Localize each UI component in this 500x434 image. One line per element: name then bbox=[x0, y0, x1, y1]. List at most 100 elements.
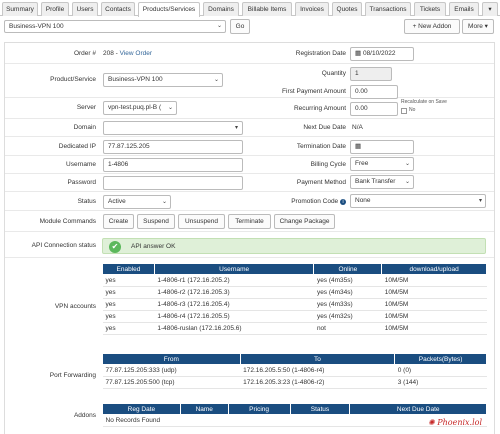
tab-profile[interactable]: Profile bbox=[41, 2, 69, 16]
termination-date-input[interactable]: ▦ bbox=[350, 140, 414, 154]
cell-online: yes (4m32s) bbox=[313, 310, 382, 323]
chevron-down-icon: ⌄ bbox=[161, 199, 167, 205]
billing-cycle-select[interactable]: Free ⌄ bbox=[350, 157, 414, 171]
promotion-code-select[interactable]: None ▾ bbox=[350, 194, 486, 208]
tab-emails[interactable]: Emails bbox=[449, 2, 479, 16]
dedicated-ip-label: Dedicated IP bbox=[58, 143, 96, 150]
caret-down-icon: ▾ bbox=[484, 23, 488, 30]
first-payment-input[interactable]: 0.00 bbox=[350, 85, 398, 99]
divider bbox=[5, 97, 494, 98]
api-status-message: API answer OK bbox=[131, 243, 176, 250]
recurring-amount-input[interactable]: 0.00 bbox=[350, 102, 398, 116]
new-addon-button[interactable]: + New Addon bbox=[404, 19, 460, 34]
product-switch-select[interactable]: Business-VPN 100 ⌄ bbox=[4, 20, 226, 33]
addons-table: Reg Date Name Pricing Status Next Due Da… bbox=[102, 403, 487, 427]
cell-packets: 3 (144) bbox=[394, 376, 487, 389]
cell-speed: 10M/5M bbox=[381, 286, 487, 299]
port-forwarding-table: From To Packets(Bytes) 77.87.125.205:333… bbox=[102, 353, 487, 389]
product-service-label: Product/Service bbox=[50, 76, 96, 83]
username-label: Username bbox=[66, 161, 96, 168]
tab-invoices[interactable]: Invoices bbox=[295, 2, 329, 16]
cell-username: 1-4806-r2 (172.16.205.3) bbox=[154, 286, 314, 299]
addons-label: Addons bbox=[73, 412, 96, 419]
caret-down-icon: ▾ bbox=[478, 198, 482, 204]
tab-tickets[interactable]: Tickets bbox=[414, 2, 446, 16]
more-button[interactable]: More ▾ bbox=[462, 19, 494, 34]
terminate-button[interactable]: Terminate bbox=[228, 214, 271, 229]
suspend-button[interactable]: Suspend bbox=[137, 214, 175, 229]
column-header: To bbox=[239, 353, 396, 365]
tab-billable-items[interactable]: Billable Items bbox=[242, 2, 292, 16]
client-tabs: Summary Profile Users Contacts Products/… bbox=[0, 0, 500, 17]
go-button[interactable]: Go bbox=[230, 19, 250, 34]
caret-down-icon[interactable]: ▾ bbox=[234, 125, 238, 131]
cell-username: 1-4806-r3 (172.16.205.4) bbox=[154, 298, 314, 311]
column-header: download/upload bbox=[381, 263, 487, 275]
registration-date-input[interactable]: ▦ 08/10/2022 bbox=[350, 47, 414, 61]
column-header: Packets(Bytes) bbox=[394, 353, 487, 365]
view-order-link[interactable]: View Order bbox=[119, 50, 153, 57]
vpn-accounts-label: VPN accounts bbox=[54, 303, 96, 310]
tab-transactions[interactable]: Transactions bbox=[365, 2, 411, 16]
tab-domains[interactable]: Domains bbox=[203, 2, 239, 16]
table-row: 77.87.125.205:500 (tcp) 172.16.205.3:23 … bbox=[102, 376, 487, 389]
column-header: Reg Date bbox=[102, 403, 181, 415]
next-due-date-label: Next Due Date bbox=[303, 124, 346, 131]
vpn-accounts-table: Enabled Username Online download/upload … bbox=[102, 263, 487, 335]
tab-summary[interactable]: Summary bbox=[2, 2, 38, 16]
password-input[interactable] bbox=[103, 176, 243, 190]
cell-enabled: yes bbox=[102, 298, 155, 311]
cell-from: 77.87.125.205:500 (tcp) bbox=[102, 376, 241, 389]
table-row: yes 1-4806-r2 (172.16.205.3) yes (4m34s)… bbox=[102, 286, 487, 299]
table-row: yes 1-4806-r3 (172.16.205.4) yes (4m33s)… bbox=[102, 298, 487, 311]
promotion-code-label: Promotion Code i bbox=[250, 198, 346, 205]
status-label: Status bbox=[77, 198, 96, 205]
info-icon[interactable]: i bbox=[340, 199, 346, 205]
tab-more-dropdown[interactable]: ▾ bbox=[482, 2, 498, 16]
tab-contacts[interactable]: Contacts bbox=[101, 2, 135, 16]
change-package-button[interactable]: Change Package bbox=[274, 214, 335, 229]
cell-username: 1-4806-ruslan (172.16.205.6) bbox=[154, 322, 314, 335]
chevron-down-icon: ⌄ bbox=[216, 23, 222, 29]
domain-input[interactable]: ▾ bbox=[103, 121, 243, 135]
unsuspend-button[interactable]: Unsuspend bbox=[178, 214, 225, 229]
tab-products-services[interactable]: Products/Services bbox=[138, 2, 200, 17]
server-label: Server bbox=[76, 104, 96, 111]
cell-online: yes (4m33s) bbox=[313, 298, 382, 311]
cell-username: 1-4806-r4 (172.16.205.5) bbox=[154, 310, 314, 323]
termination-date-label: Termination Date bbox=[296, 143, 346, 150]
divider bbox=[5, 191, 494, 192]
cell-enabled: yes bbox=[102, 274, 155, 287]
create-button[interactable]: Create bbox=[103, 214, 134, 229]
payment-method-select[interactable]: Bank Transfer ⌄ bbox=[350, 175, 414, 189]
divider bbox=[5, 136, 494, 137]
chevron-down-icon: ⌄ bbox=[167, 105, 173, 111]
status-select[interactable]: Active ⌄ bbox=[103, 195, 171, 209]
column-header: Status bbox=[289, 403, 351, 415]
table-row: yes 1-4806-r4 (172.16.205.5) yes (4m32s)… bbox=[102, 310, 487, 323]
username-input[interactable]: 1-4806 bbox=[103, 158, 243, 172]
divider bbox=[5, 155, 494, 156]
first-payment-label: First Payment Amount bbox=[282, 88, 346, 95]
cell-online: not bbox=[313, 322, 382, 335]
quantity-input[interactable]: 1 bbox=[350, 67, 392, 81]
cell-speed: 10M/5M bbox=[381, 322, 487, 335]
cell-from: 77.87.125.205:333 (udp) bbox=[102, 364, 241, 377]
column-header: Username bbox=[153, 263, 315, 275]
service-details-panel bbox=[4, 42, 495, 434]
table-row: 77.87.125.205:333 (udp) 172.16.205.5:50 … bbox=[102, 364, 487, 377]
recalculate-option: No bbox=[409, 107, 416, 113]
recalculate-checkbox[interactable] bbox=[401, 108, 407, 114]
phoenix-icon: ✺ bbox=[428, 418, 438, 427]
server-select[interactable]: vpn-test.puq.pl-B (⌄ bbox=[103, 101, 177, 115]
password-label: Password bbox=[67, 179, 96, 186]
cell-enabled: yes bbox=[102, 286, 155, 299]
dedicated-ip-input[interactable]: 77.87.125.205 bbox=[103, 140, 243, 154]
divider bbox=[5, 118, 494, 119]
cell-speed: 10M/5M bbox=[381, 274, 487, 287]
tab-users[interactable]: Users bbox=[72, 2, 98, 16]
product-service-select[interactable]: Business-VPN 100 ⌄ bbox=[103, 73, 223, 87]
cell-username: 1-4806-r1 (172.16.205.2) bbox=[154, 274, 314, 287]
next-due-date-value: N/A bbox=[352, 124, 363, 131]
tab-quotes[interactable]: Quotes bbox=[332, 2, 362, 16]
